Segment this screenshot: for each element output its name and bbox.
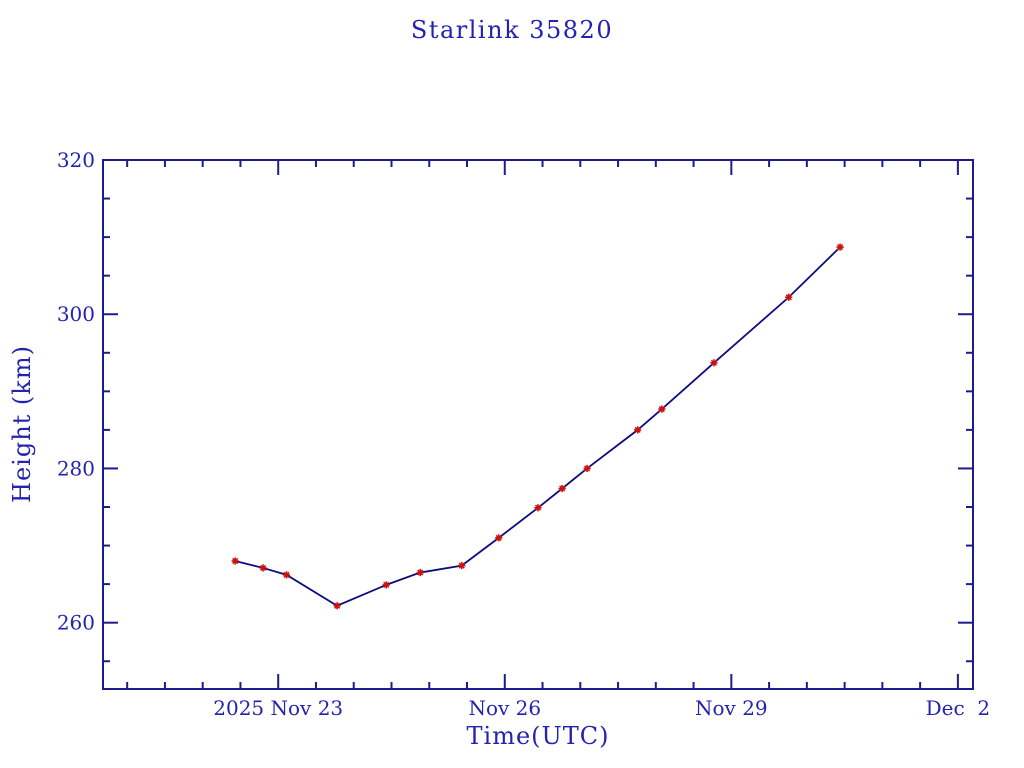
y-tick-label: 300 [57, 302, 95, 326]
y-axis-title: Height (km) [8, 345, 36, 503]
data-point-marker [558, 484, 566, 493]
x-tick-label: Dec 2 [926, 696, 991, 720]
y-tick-label: 260 [57, 611, 95, 635]
x-axis-title: Time(UTC) [466, 722, 610, 750]
data-point-marker [282, 571, 291, 579]
chart-title: Starlink 35820 [410, 16, 614, 44]
data-point-marker [495, 534, 503, 542]
data-point-marker [416, 568, 424, 577]
data-point-marker [333, 602, 341, 610]
data-point-marker [382, 581, 390, 589]
data-point-marker [658, 405, 666, 413]
data-point-marker [785, 293, 793, 301]
data-point-marker [534, 504, 542, 512]
x-tick-label: Nov 29 [695, 696, 768, 720]
data-point-marker [710, 359, 718, 367]
y-tick-label: 320 [57, 148, 95, 172]
x-tick-label: 2025 Nov 23 [213, 696, 343, 720]
data-point-marker [458, 562, 466, 570]
data-point-marker [836, 243, 844, 251]
y-tick-label: 280 [57, 456, 95, 480]
data-point-marker [259, 564, 267, 572]
plot-box [102, 159, 974, 690]
data-line [234, 246, 841, 607]
data-point-marker [231, 557, 239, 565]
data-point-marker [634, 426, 642, 434]
data-point-marker [583, 464, 591, 473]
x-tick-label: Nov 26 [468, 696, 541, 720]
